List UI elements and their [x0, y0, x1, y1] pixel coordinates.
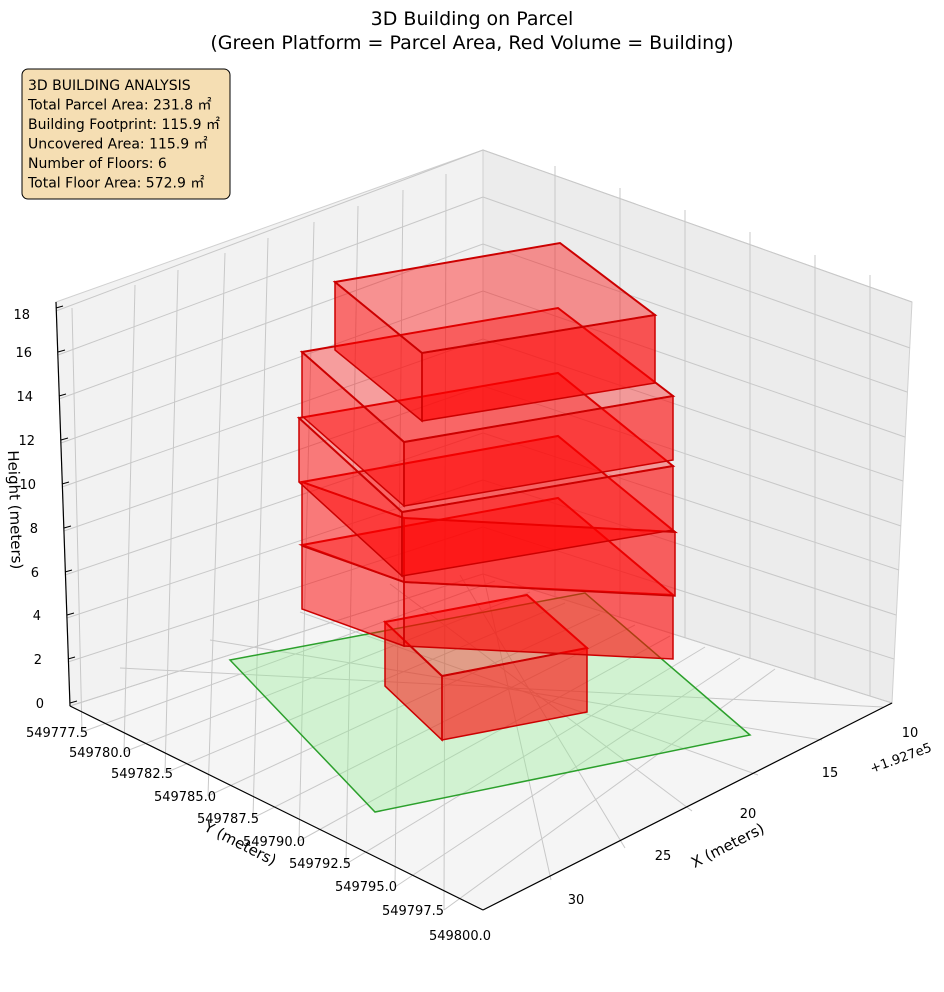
y-tick-label: 549792.5	[289, 857, 351, 872]
y-tick-label: 549785.0	[154, 790, 216, 805]
y-tick-label: 549780.0	[69, 746, 131, 761]
info-line: 3D BUILDING ANALYSIS	[28, 78, 191, 94]
z-axis-label: Height (meters)	[4, 450, 26, 570]
info-line: Total Parcel Area: 231.8 ㎡	[27, 98, 212, 114]
x-tick-label: 30	[568, 893, 585, 908]
z-tick-label: 18	[13, 308, 30, 323]
info-box-background	[21, 68, 231, 200]
chart-title: 3D Building on Parcel	[371, 8, 574, 30]
y-tick-labels: 549777.5 549780.0 549782.5 549785.0 549787.5…	[26, 726, 491, 944]
building-floor	[332, 241, 658, 423]
x-tick-label: 15	[822, 766, 839, 781]
info-box: 3D BUILDING ANALYSIS Total Parcel Area: 2…	[21, 68, 231, 200]
axis-lines	[55, 301, 893, 911]
building-volume	[296, 241, 678, 742]
x-tick-label: 25	[655, 849, 672, 864]
y-tick-label: 549782.5	[111, 767, 173, 782]
z-tick-label: 2	[34, 653, 42, 668]
z-tick-label: 0	[36, 697, 44, 712]
z-tick-label: 16	[15, 346, 32, 361]
x-offset-text: +1.927e5	[868, 741, 934, 777]
z-tick-label: 8	[30, 522, 38, 537]
info-line: Uncovered Area: 115.9 ㎡	[28, 137, 208, 153]
z-tick-label: 12	[18, 434, 35, 449]
z-tick-labels: 0 2 4 6 8 10 12 14 16 18	[13, 308, 44, 712]
y-tick-label: 549795.0	[335, 880, 397, 895]
y-tick-label: 549777.5	[26, 726, 88, 741]
floor-top-face	[332, 241, 658, 355]
tick-marks	[55, 305, 78, 704]
z-tick-label: 10	[19, 478, 36, 493]
y-tick-label: 549797.5	[382, 904, 444, 919]
info-line: Building Footprint: 115.9 ㎡	[28, 117, 220, 133]
chart-subtitle: (Green Platform = Parcel Area, Red Volum…	[210, 32, 733, 54]
info-line: Total Floor Area: 572.9 ㎡	[27, 176, 204, 192]
x-axis-label: X (meters)	[688, 819, 767, 871]
y-tick-label: 549787.5	[197, 812, 259, 827]
y-tick-label: 549790.0	[243, 835, 305, 850]
x-tick-label: 10	[902, 726, 919, 741]
z-tick-label: 4	[33, 609, 41, 624]
x-tick-labels: 10 15 20 25 30	[568, 726, 919, 908]
info-line: Number of Floors: 6	[28, 156, 167, 172]
x-tick-label: 20	[740, 807, 757, 822]
y-tick-label: 549800.0	[429, 929, 491, 944]
z-tick-label: 14	[16, 390, 33, 405]
z-tick-label: 6	[31, 566, 39, 581]
